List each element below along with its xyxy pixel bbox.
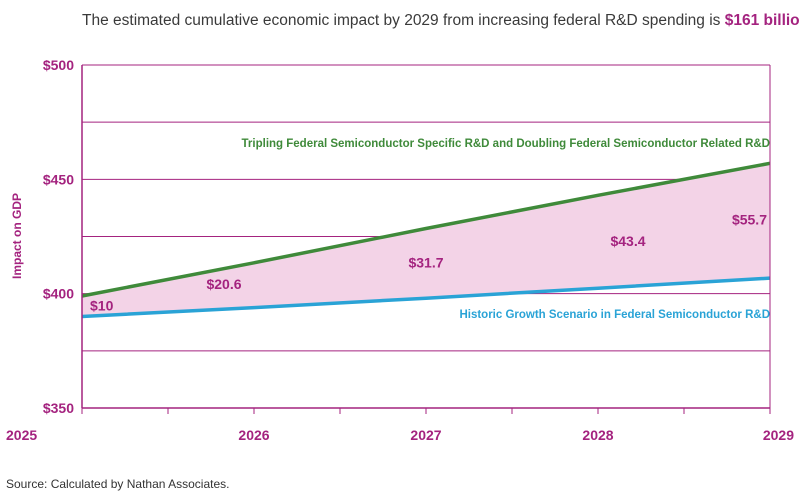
- difference-area: [82, 163, 770, 317]
- chart-title-text: The estimated cumulative economic impact…: [82, 12, 725, 29]
- difference-value-label: $10: [90, 298, 114, 314]
- x-tick-label: 2029: [763, 427, 794, 443]
- y-tick-label: $400: [43, 286, 74, 302]
- difference-value-label: $31.7: [408, 254, 443, 270]
- series-line-tripling: [81, 161, 771, 298]
- series-line-historic: [81, 276, 771, 319]
- x-tick-label: 2028: [582, 427, 613, 443]
- y-tick-label: $500: [43, 57, 74, 73]
- axes: [81, 65, 771, 414]
- x-tick-label: 2026: [238, 427, 269, 443]
- y-tick-label: $350: [43, 400, 74, 416]
- difference-labels: $10 $20.6 $31.7 $43.4 $55.7: [90, 212, 767, 314]
- y-axis-label: Impact on GDP: [10, 193, 24, 279]
- x-tick-label: 2027: [410, 427, 441, 443]
- x-tick-labels: 2025 2026 2027 2028 2029: [6, 427, 794, 443]
- difference-value-label: $43.4: [610, 233, 645, 249]
- difference-value-label: $55.7: [732, 212, 767, 228]
- chart-title-highlight: $161 billion: [724, 12, 800, 29]
- y-tick-labels: $500 $450 $400 $350: [43, 57, 74, 416]
- y-tick-label: $450: [43, 171, 74, 187]
- source-note: Source: Calculated by Nathan Associates.: [6, 477, 230, 491]
- chart-title: The estimated cumulative economic impact…: [82, 12, 800, 30]
- difference-value-label: $20.6: [206, 276, 241, 292]
- series-label-tripling: Tripling Federal Semiconductor Specific …: [242, 138, 770, 150]
- x-tick-label: 2025: [6, 427, 37, 443]
- series-label-historic: Historic Growth Scenario in Federal Semi…: [459, 309, 770, 321]
